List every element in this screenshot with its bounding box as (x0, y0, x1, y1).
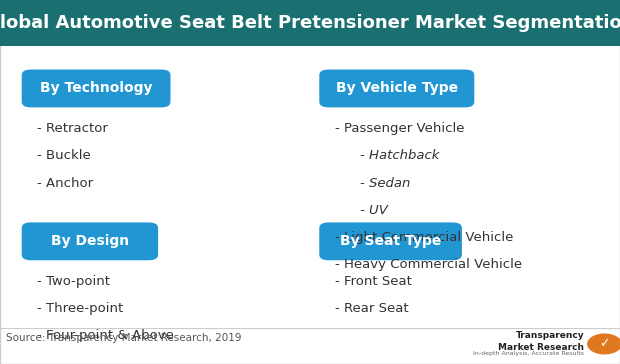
Circle shape (588, 334, 620, 354)
Text: - Anchor: - Anchor (37, 177, 94, 190)
Text: By Vehicle Type: By Vehicle Type (336, 82, 458, 95)
Text: By Seat Type: By Seat Type (340, 234, 441, 248)
Text: - Front Seat: - Front Seat (335, 275, 412, 288)
Text: - UV: - UV (360, 204, 388, 217)
Text: By Technology: By Technology (40, 82, 153, 95)
Text: - Hatchback: - Hatchback (360, 149, 439, 162)
Text: - Retractor: - Retractor (37, 122, 108, 135)
Text: By Design: By Design (51, 234, 129, 248)
Text: Global Automotive Seat Belt Pretensioner Market Segmentation: Global Automotive Seat Belt Pretensioner… (0, 14, 620, 32)
FancyBboxPatch shape (319, 70, 474, 107)
Text: ✓: ✓ (600, 337, 609, 351)
Text: - Sedan: - Sedan (360, 177, 410, 190)
Text: - Rear Seat: - Rear Seat (335, 302, 409, 315)
Text: Source: Transparency Market Research, 2019: Source: Transparency Market Research, 20… (6, 333, 242, 343)
FancyBboxPatch shape (22, 222, 158, 260)
Text: - Passenger Vehicle: - Passenger Vehicle (335, 122, 464, 135)
FancyBboxPatch shape (319, 222, 462, 260)
Text: In-depth Analysis, Accurate Results: In-depth Analysis, Accurate Results (473, 351, 584, 356)
Text: - Heavy Commercial Vehicle: - Heavy Commercial Vehicle (335, 258, 522, 272)
Text: - Light Commercial Vehicle: - Light Commercial Vehicle (335, 231, 513, 244)
Text: - Two-point: - Two-point (37, 275, 110, 288)
Text: Transparency
Market Research: Transparency Market Research (498, 331, 584, 352)
Text: - Four-point & Above: - Four-point & Above (37, 329, 174, 343)
Text: - Three-point: - Three-point (37, 302, 123, 315)
FancyBboxPatch shape (22, 70, 170, 107)
FancyBboxPatch shape (0, 0, 620, 46)
Text: - Buckle: - Buckle (37, 149, 91, 162)
